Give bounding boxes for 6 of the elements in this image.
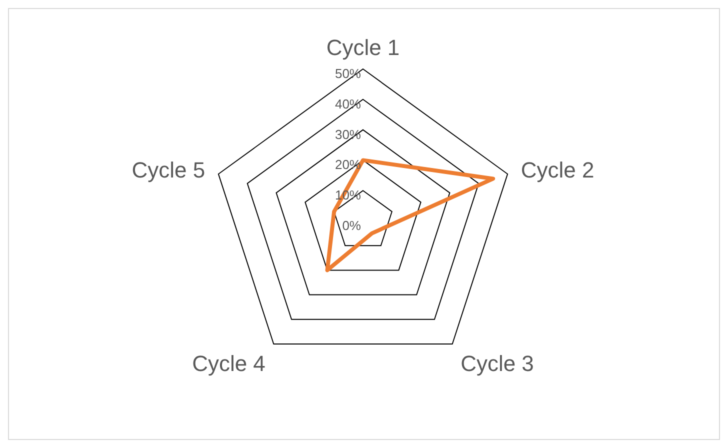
spoke-label: Cycle 3 — [460, 350, 534, 376]
spoke-label: Cycle 2 — [520, 158, 594, 183]
y-tick-label: 0% — [342, 218, 362, 233]
spoke-label: Cycle 1 — [326, 35, 400, 60]
spoke-label: Cycle 4 — [192, 350, 266, 376]
spoke-label: Cycle 5 — [132, 158, 206, 183]
